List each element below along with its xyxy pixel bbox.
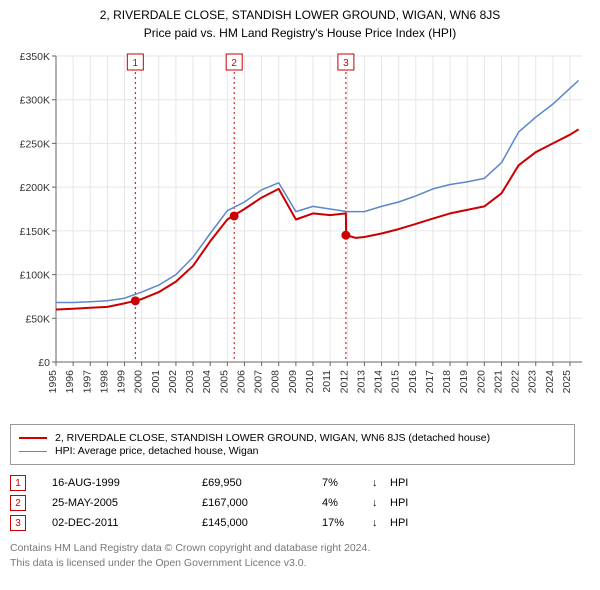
sales-table: 1 16-AUG-1999 £69,950 7% ↓ HPI 2 25-MAY-… [10,475,575,531]
svg-text:2018: 2018 [441,370,453,394]
svg-text:2019: 2019 [458,370,470,394]
svg-text:2002: 2002 [167,370,179,394]
attribution-line: This data is licensed under the Open Gov… [10,556,575,571]
svg-text:1: 1 [133,58,139,69]
sale-ref: HPI [390,477,430,489]
legend-item: 2, RIVERDALE CLOSE, STANDISH LOWER GROUN… [19,432,566,444]
svg-text:2025: 2025 [561,370,573,394]
svg-text:1995: 1995 [47,370,59,394]
svg-text:2016: 2016 [407,370,419,394]
sale-row: 2 25-MAY-2005 £167,000 4% ↓ HPI [10,495,575,511]
svg-text:2010: 2010 [304,370,316,394]
sale-badge: 1 [10,475,26,491]
sale-ref: HPI [390,497,430,509]
legend-label: 2, RIVERDALE CLOSE, STANDISH LOWER GROUN… [55,432,490,444]
legend-swatch [19,451,47,452]
sale-price: £167,000 [202,497,322,509]
legend-swatch [19,437,47,439]
sale-price: £69,950 [202,477,322,489]
address-title: 2, RIVERDALE CLOSE, STANDISH LOWER GROUN… [10,6,590,24]
svg-text:2003: 2003 [184,370,196,394]
down-arrow-icon: ↓ [372,497,390,509]
attribution-line: Contains HM Land Registry data © Crown c… [10,541,575,556]
svg-text:2020: 2020 [475,370,487,394]
sale-badge: 3 [10,515,26,531]
svg-text:2004: 2004 [201,370,213,394]
svg-text:2011: 2011 [321,370,333,393]
svg-text:2022: 2022 [510,370,522,394]
svg-text:2023: 2023 [527,370,539,394]
svg-text:2013: 2013 [355,370,367,394]
svg-text:£150K: £150K [20,226,50,238]
svg-text:1998: 1998 [98,370,110,394]
svg-text:2017: 2017 [424,370,436,394]
sale-date: 16-AUG-1999 [52,477,202,489]
svg-text:2015: 2015 [390,370,402,394]
sale-ref: HPI [390,517,430,529]
svg-text:£100K: £100K [20,270,50,282]
sale-badge: 2 [10,495,26,511]
legend-label: HPI: Average price, detached house, Wiga… [55,445,259,457]
svg-text:2001: 2001 [150,370,162,394]
svg-text:£250K: £250K [20,138,50,150]
attribution: Contains HM Land Registry data © Crown c… [10,541,575,570]
svg-text:2014: 2014 [373,370,385,394]
svg-text:£200K: £200K [20,182,50,194]
chart-container: 2, RIVERDALE CLOSE, STANDISH LOWER GROUN… [0,0,600,580]
svg-text:3: 3 [343,58,349,69]
legend-item: HPI: Average price, detached house, Wiga… [19,445,566,457]
title-block: 2, RIVERDALE CLOSE, STANDISH LOWER GROUN… [10,6,590,42]
sale-pct: 7% [322,477,372,489]
svg-text:£0: £0 [38,357,50,369]
legend: 2, RIVERDALE CLOSE, STANDISH LOWER GROUN… [10,424,575,465]
svg-text:2021: 2021 [492,370,504,394]
svg-text:2005: 2005 [218,370,230,394]
svg-text:£350K: £350K [20,51,50,63]
svg-text:2009: 2009 [287,370,299,394]
svg-text:1999: 1999 [116,370,128,394]
svg-text:£50K: £50K [25,313,50,325]
sale-pct: 4% [322,497,372,509]
sale-pct: 17% [322,517,372,529]
sale-price: £145,000 [202,517,322,529]
down-arrow-icon: ↓ [372,517,390,529]
svg-text:1997: 1997 [81,370,93,394]
svg-text:£300K: £300K [20,95,50,107]
svg-text:2024: 2024 [544,370,556,394]
svg-text:2000: 2000 [133,370,145,394]
sale-date: 25-MAY-2005 [52,497,202,509]
sale-row: 3 02-DEC-2011 £145,000 17% ↓ HPI [10,515,575,531]
svg-text:2012: 2012 [338,370,350,394]
down-arrow-icon: ↓ [372,477,390,489]
subtitle: Price paid vs. HM Land Registry's House … [10,24,590,42]
svg-text:2006: 2006 [235,370,247,394]
sale-row: 1 16-AUG-1999 £69,950 7% ↓ HPI [10,475,575,491]
line-chart: £0 £50K £100K £150K £200K £250K £300K £350K 1995… [10,46,590,416]
svg-text:2: 2 [231,58,237,69]
sale-date: 02-DEC-2011 [52,517,202,529]
svg-text:2007: 2007 [253,370,265,394]
svg-text:1996: 1996 [64,370,76,394]
svg-text:2008: 2008 [270,370,282,394]
